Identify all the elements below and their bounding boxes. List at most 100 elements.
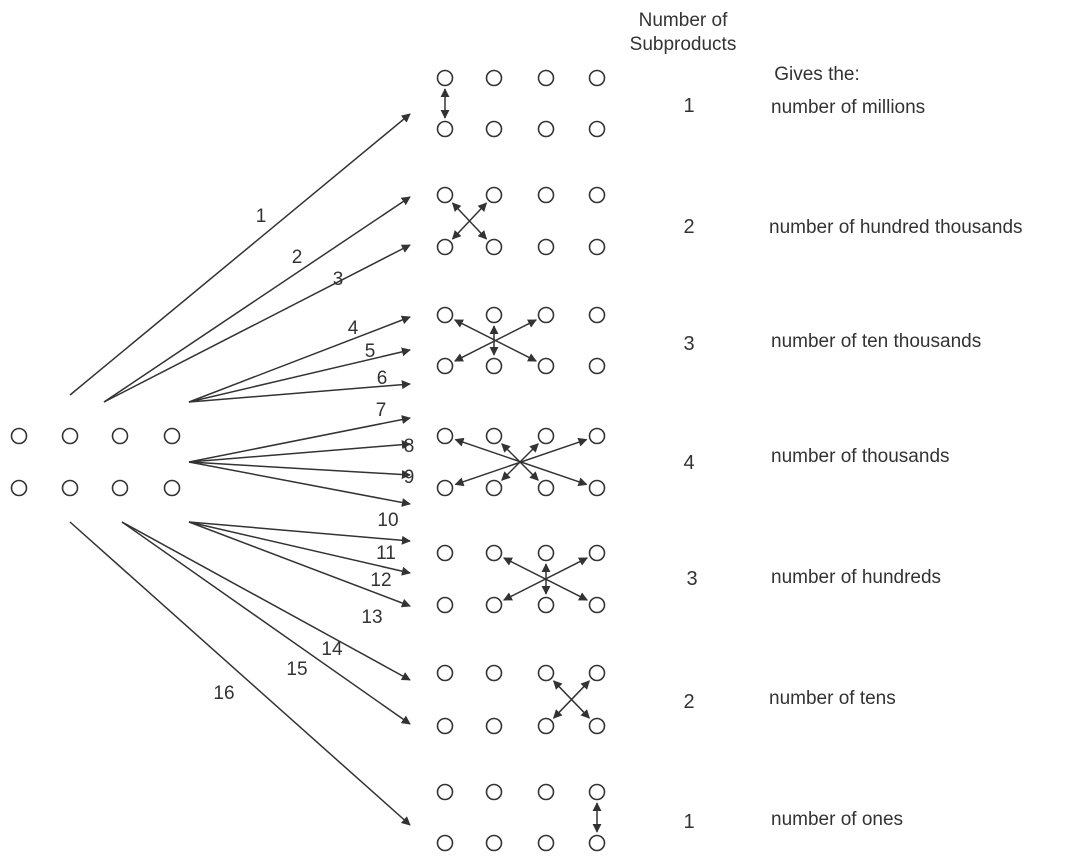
digit-circle xyxy=(588,120,606,138)
pairing-arrow xyxy=(553,680,590,719)
row-description: number of hundred thousands xyxy=(769,217,1023,238)
digit-circle xyxy=(588,306,606,324)
subproduct-arrow xyxy=(188,521,411,576)
digit-circle xyxy=(10,479,28,497)
row-description: number of millions xyxy=(771,97,925,118)
digit-circle xyxy=(485,834,503,852)
digit-circle xyxy=(436,479,454,497)
digit-circle xyxy=(485,120,503,138)
digit-circle xyxy=(61,427,79,445)
pairing-group xyxy=(454,319,537,362)
digit-circle xyxy=(485,357,503,375)
row-description: number of ten thousands xyxy=(771,331,981,352)
pairing-arrow xyxy=(503,557,588,601)
digit-circle xyxy=(588,479,606,497)
arrow-label: 11 xyxy=(376,543,396,564)
digit-circle xyxy=(485,69,503,87)
arrow-label: 4 xyxy=(348,318,359,339)
digit-pair-row xyxy=(436,544,606,614)
digit-circle xyxy=(588,186,606,204)
digit-circle xyxy=(436,783,454,801)
count-header-line1: Number of xyxy=(639,10,728,31)
digit-circle xyxy=(436,427,454,445)
digit-pair-row xyxy=(436,186,606,256)
arrow-label: 3 xyxy=(333,269,344,290)
digit-circle xyxy=(10,427,28,445)
digit-circle xyxy=(436,834,454,852)
digit-circle xyxy=(485,664,503,682)
digit-circle xyxy=(537,357,555,375)
row-count: 2 xyxy=(683,691,694,713)
row-count: 4 xyxy=(683,452,694,474)
arrow-label: 2 xyxy=(292,247,303,268)
digit-circle xyxy=(436,306,454,324)
digit-circle xyxy=(485,479,503,497)
pairing-group xyxy=(451,202,488,240)
row-description: number of tens xyxy=(769,688,896,709)
arrow-label: 10 xyxy=(377,510,398,531)
arrow-label: 14 xyxy=(321,639,343,660)
digit-circle xyxy=(436,238,454,256)
row-count: 2 xyxy=(683,216,694,238)
digit-pair-row xyxy=(436,69,606,138)
pairing-arrow xyxy=(451,202,488,240)
subproduct-arrow xyxy=(188,521,411,545)
subproduct-arrow xyxy=(188,521,411,608)
subproduct-arrow xyxy=(188,461,411,507)
digit-circle xyxy=(163,427,181,445)
pairing-arrow xyxy=(454,437,588,487)
subproduct-arrow xyxy=(121,521,411,725)
arrow-label: 9 xyxy=(404,467,415,488)
subproduct-arrow xyxy=(188,461,411,480)
subproduct-arrow xyxy=(188,440,411,463)
digit-circle xyxy=(537,238,555,256)
digit-circle xyxy=(485,427,503,445)
digit-circle xyxy=(588,544,606,562)
row-description: number of thousands xyxy=(771,446,950,467)
subproduct-arrow xyxy=(188,347,411,403)
digit-circle xyxy=(485,544,503,562)
digit-circle xyxy=(537,783,555,801)
digit-circle xyxy=(485,186,503,204)
pairing-group xyxy=(553,680,590,719)
digit-circle xyxy=(537,120,555,138)
arrow-label: 8 xyxy=(404,436,415,457)
digit-circle xyxy=(436,596,454,614)
digit-pair-row xyxy=(436,783,606,852)
digit-circle xyxy=(485,238,503,256)
digit-pair-row xyxy=(436,306,606,375)
arrow-label: 12 xyxy=(370,570,391,591)
digit-circle xyxy=(111,479,129,497)
digit-circle xyxy=(485,596,503,614)
digit-circle xyxy=(163,479,181,497)
digit-circle xyxy=(61,479,79,497)
subproduct-arrow xyxy=(188,315,411,403)
digit-circle xyxy=(537,479,555,497)
subproduct-arrow xyxy=(188,415,411,463)
subproduct-arrow xyxy=(69,113,411,396)
digit-circle xyxy=(537,306,555,324)
digit-circle xyxy=(588,783,606,801)
row-count: 1 xyxy=(683,811,694,833)
digit-circle xyxy=(485,717,503,735)
digit-circle xyxy=(537,186,555,204)
digit-circle xyxy=(588,427,606,445)
digit-circle xyxy=(436,69,454,87)
digit-circle xyxy=(436,357,454,375)
arrow-label: 5 xyxy=(365,341,376,362)
subproduct-arrow xyxy=(188,380,411,403)
digit-circle xyxy=(485,783,503,801)
arrow-label: 13 xyxy=(361,607,382,628)
arrow-label: 7 xyxy=(376,400,387,421)
subproduct-arrow xyxy=(121,521,411,681)
digit-circle xyxy=(436,186,454,204)
pairing-group xyxy=(503,557,588,601)
digit-circle xyxy=(436,120,454,138)
digit-circle xyxy=(588,596,606,614)
digit-circle xyxy=(537,427,555,445)
digit-circle xyxy=(537,664,555,682)
row-description: number of hundreds xyxy=(771,567,941,588)
digit-circle xyxy=(537,717,555,735)
